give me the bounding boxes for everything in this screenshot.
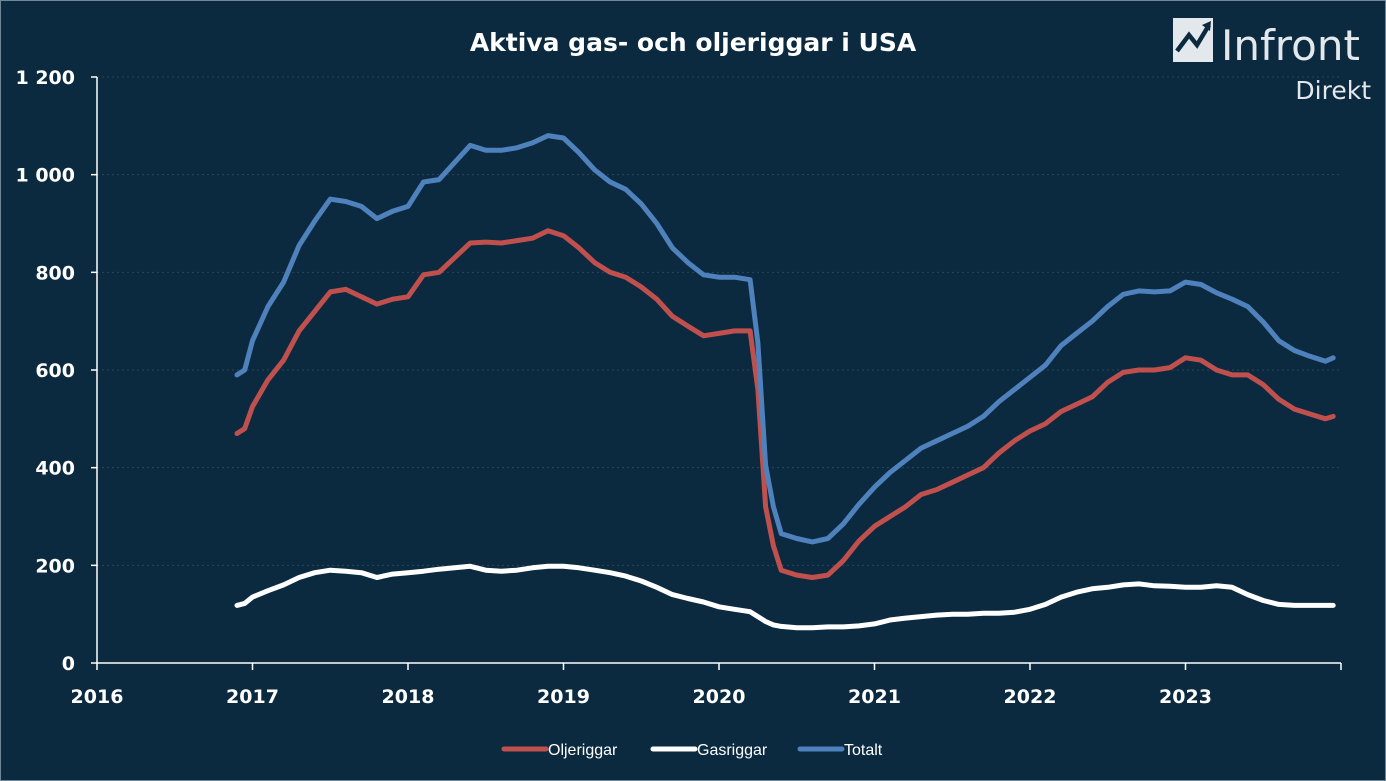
x-tick-label: 2016 [71, 686, 124, 708]
brand-name: Infront [1221, 21, 1360, 70]
x-tick-label: 2023 [1159, 686, 1212, 708]
brand-logo: Infront Direkt [1173, 18, 1371, 105]
y-tick-label: 1 200 [16, 67, 76, 89]
series-line-totalt [234, 133, 1336, 545]
series-line-gasriggar [234, 563, 1336, 631]
legend-label: Oljeriggar [548, 742, 618, 759]
x-tick-label: 2019 [537, 686, 590, 708]
chart-title: Aktiva gas- och oljeriggar i USA [470, 28, 917, 57]
y-tick-label: 400 [35, 458, 75, 480]
series-lines [234, 133, 1336, 631]
x-tick-label: 2017 [226, 686, 279, 708]
y-tick-label: 1 000 [16, 165, 76, 187]
y-tick-label: 200 [35, 555, 75, 577]
x-tick-label: 2022 [1004, 686, 1057, 708]
legend-item-oljeriggar: Oljeriggar [501, 742, 618, 759]
x-tick-label: 2021 [848, 686, 901, 708]
y-tick-label: 0 [62, 653, 75, 675]
legend-label: Gasriggar [697, 742, 768, 759]
legend: Oljeriggar Gasriggar Totalt [501, 742, 883, 759]
legend-label: Totalt [844, 742, 883, 759]
axes [91, 76, 1342, 670]
series-line-oljeriggar [234, 228, 1336, 580]
chart-arrow-logo-icon [1173, 18, 1213, 62]
brand-sub: Direkt [1295, 76, 1371, 105]
legend-item-gasriggar: Gasriggar [650, 742, 768, 759]
x-tick-labels: 2016 2017 2018 2019 2020 2021 2022 2023 [71, 686, 1212, 708]
grid-lines [97, 76, 1341, 566]
x-tick-label: 2020 [693, 686, 746, 708]
legend-item-totalt: Totalt [797, 742, 883, 759]
y-tick-label: 600 [35, 360, 75, 382]
x-tick-label: 2018 [382, 686, 435, 708]
y-tick-label: 800 [35, 262, 75, 284]
y-tick-labels: 0 200 400 600 800 1 000 1 200 [16, 67, 76, 675]
